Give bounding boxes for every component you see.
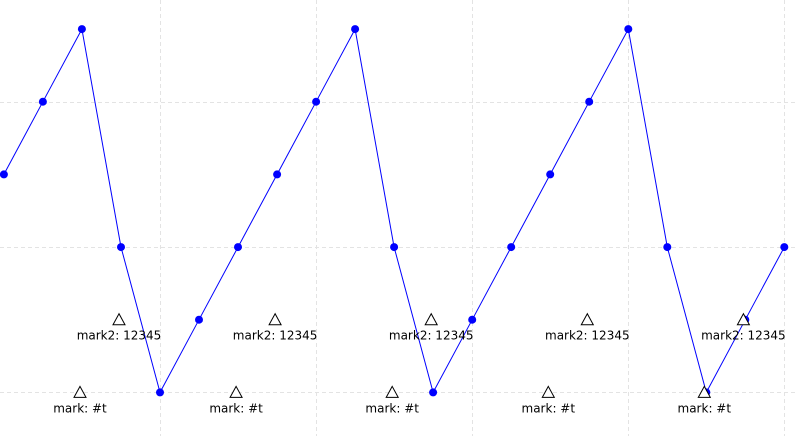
data-point <box>585 97 594 106</box>
annotation-label: mark: #t <box>209 401 263 415</box>
annotation-label: mark2: 12345 <box>545 329 630 343</box>
data-point <box>234 243 242 252</box>
data-point <box>546 170 555 179</box>
data-point <box>663 243 672 252</box>
data-point <box>507 243 516 252</box>
data-point <box>780 243 789 252</box>
annotation-marker <box>580 312 595 326</box>
data-point <box>273 170 282 179</box>
annotation-marker <box>736 312 751 326</box>
data-point <box>624 25 633 34</box>
data-point <box>156 388 164 397</box>
annotation-label: mark2: 12345 <box>233 329 318 343</box>
data-point <box>429 388 438 397</box>
annotation-marker <box>73 385 87 398</box>
data-point <box>351 25 360 34</box>
annotation-label: mark: #t <box>522 401 576 415</box>
data-point <box>0 170 8 179</box>
data-point <box>312 97 321 106</box>
annotation-label: mark: #t <box>678 401 732 415</box>
data-point <box>468 315 477 324</box>
annotation-label: mark2: 12345 <box>389 329 474 343</box>
annotation-marker <box>541 385 556 398</box>
annotation-marker <box>697 385 712 398</box>
annotation-marker <box>268 312 282 326</box>
annotation-label: mark2: 12345 <box>701 329 786 343</box>
annotations: mark: #t mark: #t mark: #t mark: #t mark: #t… <box>53 312 786 415</box>
annotation-label: mark: #t <box>53 401 107 415</box>
data-point <box>390 243 399 252</box>
data-point <box>77 25 86 34</box>
annotation-label: mark2: 12345 <box>77 329 162 343</box>
data-point <box>38 97 47 106</box>
annotation-label: mark: #t <box>365 401 419 415</box>
data-point <box>117 243 125 252</box>
data-point <box>195 315 203 324</box>
annotation-marker <box>424 312 439 326</box>
annotation-marker <box>112 312 126 326</box>
annotation-marker <box>229 385 243 398</box>
annotation-marker <box>385 385 400 398</box>
